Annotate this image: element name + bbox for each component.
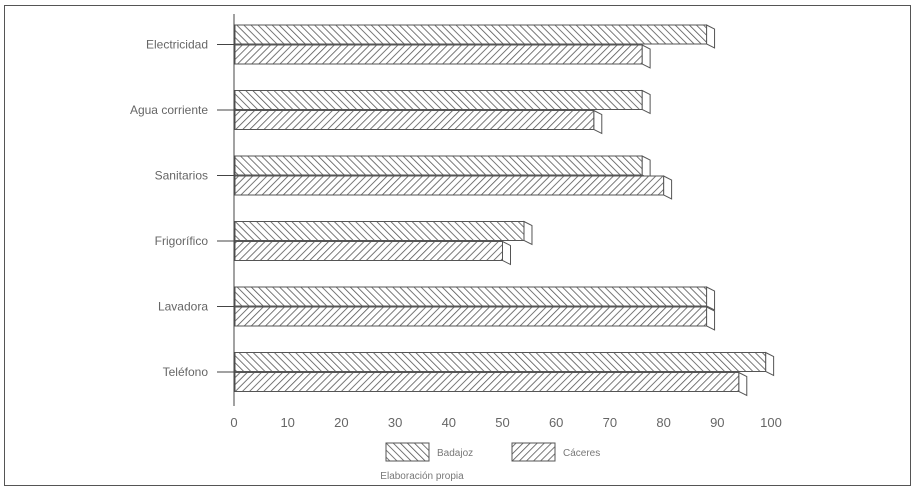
bar-front-face xyxy=(234,221,525,241)
bar-side-face xyxy=(593,109,603,135)
x-tick-label-70: 70 xyxy=(603,415,617,430)
category-label-electricidad: Electricidad xyxy=(146,38,208,52)
bar-badajoz-sanitarios xyxy=(234,155,651,180)
bar-badajoz-lavadora xyxy=(234,286,716,311)
x-axis-ticks: 0 10 20 30 40 50 60 70 80 90 100 xyxy=(230,415,781,430)
bar-front-face xyxy=(234,155,643,176)
legend-item-caceres: Cáceres xyxy=(511,442,600,462)
bar-front-face xyxy=(234,241,503,261)
bar-front-face xyxy=(234,372,740,392)
bar-caceres-electricidad xyxy=(234,44,651,69)
category-label-frigorifico: Frigorífico xyxy=(155,234,209,248)
bar-badajoz-telefono xyxy=(234,351,775,377)
bar-badajoz-electricidad xyxy=(234,24,716,49)
bar-front-face xyxy=(234,44,643,65)
x-tick-label-50: 50 xyxy=(495,415,509,430)
bar-caceres-telefono xyxy=(234,371,748,397)
x-tick-label-90: 90 xyxy=(710,415,724,430)
bar-side-face xyxy=(738,371,748,397)
bar-side-face xyxy=(641,44,651,69)
category-label-agua-corriente: Agua corriente xyxy=(130,103,208,117)
bar-caceres-sanitarios xyxy=(234,175,673,200)
legend-swatch xyxy=(385,442,430,462)
x-tick-label-40: 40 xyxy=(442,415,456,430)
bar-caceres-frigorifico xyxy=(234,240,511,266)
bar-side-face xyxy=(765,351,775,377)
category-label-lavadora: Lavadora xyxy=(158,300,208,314)
x-tick-label-80: 80 xyxy=(656,415,670,430)
bar-side-face xyxy=(663,175,673,200)
legend-label: Badajoz xyxy=(437,448,473,459)
bar-side-face xyxy=(641,89,651,115)
legend-label: Cáceres xyxy=(563,448,600,459)
bar-side-face xyxy=(706,286,716,311)
bar-side-face xyxy=(523,220,533,246)
x-tick-label-20: 20 xyxy=(334,415,348,430)
x-tick-label-100: 100 xyxy=(760,415,782,430)
legend-swatch xyxy=(511,442,556,462)
category-labels: Electricidad Agua corriente Sanitarios Frig… xyxy=(130,38,234,379)
bar-badajoz-agua-corriente xyxy=(234,89,651,115)
bar-front-face xyxy=(234,110,595,130)
legend-item-badajoz: Badajoz xyxy=(385,442,473,462)
bar-side-face xyxy=(706,306,716,331)
bar-front-face xyxy=(234,90,643,110)
x-tick-label-0: 0 xyxy=(230,415,237,430)
x-tick-label-30: 30 xyxy=(388,415,402,430)
bar-front-face xyxy=(234,352,767,372)
bars-group xyxy=(234,24,775,397)
x-tick-label-10: 10 xyxy=(280,415,294,430)
x-tick-label-60: 60 xyxy=(549,415,563,430)
bar-side-face xyxy=(502,240,511,266)
category-label-telefono: Teléfono xyxy=(163,365,209,379)
source-note: Elaboración propia xyxy=(380,471,464,482)
bar-front-face xyxy=(234,175,665,196)
bar-badajoz-frigorifico xyxy=(234,220,533,246)
figure-frame: Electricidad Agua corriente Sanitarios Frig… xyxy=(4,5,911,486)
bar-caceres-lavadora xyxy=(234,306,716,331)
bar-front-face xyxy=(234,24,708,45)
legend: Badajoz Cáceres xyxy=(385,442,600,462)
bar-side-face xyxy=(706,24,716,49)
bar-chart: Electricidad Agua corriente Sanitarios Frig… xyxy=(130,14,782,482)
bar-front-face xyxy=(234,286,708,307)
bar-front-face xyxy=(234,306,708,327)
bar-caceres-agua-corriente xyxy=(234,109,603,135)
category-label-sanitarios: Sanitarios xyxy=(155,169,208,183)
